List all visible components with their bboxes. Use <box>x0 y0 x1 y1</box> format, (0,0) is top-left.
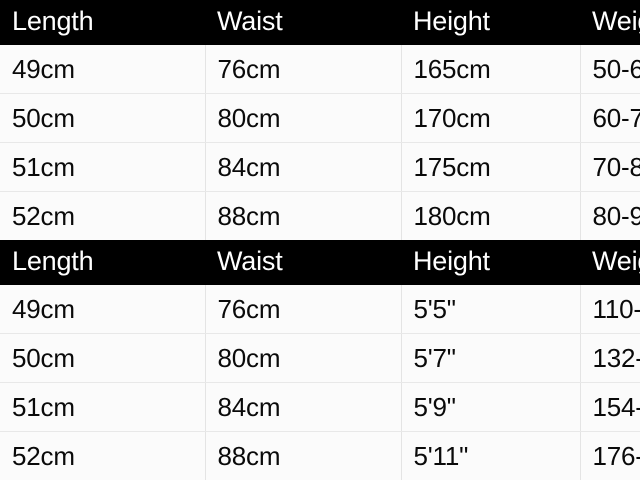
cell-length: 50cm <box>0 333 206 383</box>
cell-weight: 154-176lbs <box>580 382 640 432</box>
table-row: 50cm 80cm 5'7" 132-154lbs <box>0 333 640 383</box>
cell-weight: 110-132lbs <box>580 285 640 334</box>
cell-length: 52cm <box>0 191 206 240</box>
cell-weight: 70-80kg <box>580 142 640 192</box>
cell-length: 49cm <box>0 45 206 94</box>
table-header-row: Length Waist Height Weight <box>0 0 640 45</box>
table-row: 51cm 84cm 175cm 70-80kg <box>0 142 640 192</box>
cell-length: 49cm <box>0 285 206 334</box>
cell-height: 175cm <box>401 142 581 192</box>
table-header-row: Length Waist Height Weight <box>0 240 640 285</box>
cell-waist: 84cm <box>205 382 402 432</box>
cell-waist: 88cm <box>205 191 402 240</box>
cell-height: 5'11" <box>401 431 581 480</box>
size-table-imperial-body: 49cm 76cm 5'5" 110-132lbs 50cm 80cm 5'7"… <box>0 285 640 480</box>
cell-waist: 76cm <box>205 45 402 94</box>
column-header-height: Height <box>401 0 580 45</box>
cell-waist: 76cm <box>205 285 402 334</box>
cell-height: 5'7" <box>401 333 581 383</box>
column-header-weight: Weight <box>580 0 640 45</box>
column-header-height: Height <box>401 240 580 285</box>
table-row: 50cm 80cm 170cm 60-70kg <box>0 93 640 143</box>
cell-height: 5'5" <box>401 285 581 334</box>
cell-height: 170cm <box>401 93 581 143</box>
size-table-imperial-header: Length Waist Height Weight <box>0 240 640 285</box>
cell-height: 165cm <box>401 45 581 94</box>
column-header-length: Length <box>0 240 205 285</box>
column-header-weight: Weight <box>580 240 640 285</box>
cell-weight: 80-90kg <box>580 191 640 240</box>
cell-weight: 60-70kg <box>580 93 640 143</box>
column-header-length: Length <box>0 0 205 45</box>
size-table-metric-block: Length Waist Height Weight 49cm 76cm 165… <box>0 0 640 240</box>
cell-length: 51cm <box>0 382 206 432</box>
cell-height: 5'9" <box>401 382 581 432</box>
cell-weight: 50-60kg <box>580 45 640 94</box>
table-row: 52cm 88cm 180cm 80-90kg <box>0 191 640 240</box>
table-row: 52cm 88cm 5'11" 176-198lbs <box>0 431 640 480</box>
cell-length: 52cm <box>0 431 206 480</box>
size-table-metric: Length Waist Height Weight 49cm 76cm 165… <box>0 0 640 240</box>
table-row: 51cm 84cm 5'9" 154-176lbs <box>0 382 640 432</box>
cell-waist: 80cm <box>205 333 402 383</box>
table-row: 49cm 76cm 5'5" 110-132lbs <box>0 285 640 334</box>
cell-height: 180cm <box>401 191 581 240</box>
size-table-imperial-block: Length Waist Height Weight 49cm 76cm 5'5… <box>0 240 640 480</box>
column-header-waist: Waist <box>205 240 401 285</box>
column-header-waist: Waist <box>205 0 401 45</box>
cell-length: 51cm <box>0 142 206 192</box>
size-table-metric-body: 49cm 76cm 165cm 50-60kg 50cm 80cm 170cm … <box>0 45 640 240</box>
table-row: 49cm 76cm 165cm 50-60kg <box>0 45 640 94</box>
size-table-metric-header: Length Waist Height Weight <box>0 0 640 45</box>
cell-length: 50cm <box>0 93 206 143</box>
cell-weight: 132-154lbs <box>580 333 640 383</box>
cell-waist: 80cm <box>205 93 402 143</box>
cell-waist: 88cm <box>205 431 402 480</box>
cell-weight: 176-198lbs <box>580 431 640 480</box>
size-table-imperial: Length Waist Height Weight 49cm 76cm 5'5… <box>0 240 640 480</box>
cell-waist: 84cm <box>205 142 402 192</box>
